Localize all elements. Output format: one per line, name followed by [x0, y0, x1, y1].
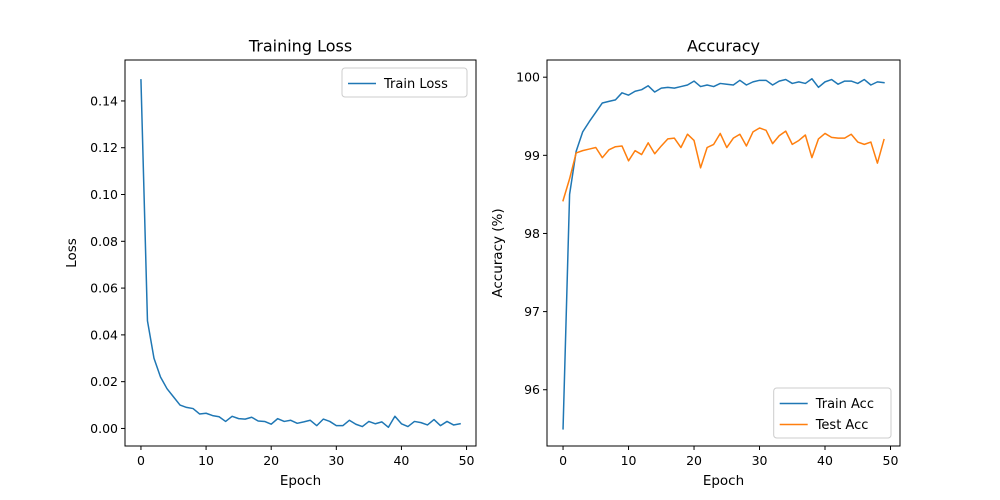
accuracy-chart-ylabel: Accuracy (%) — [490, 208, 506, 297]
accuracy-xtick-label-4: 40 — [817, 453, 833, 468]
accuracy-legend-box — [773, 387, 892, 439]
loss-xtick-label-3: 30 — [328, 453, 344, 468]
loss-chart-axes-frame — [124, 59, 477, 447]
loss-legend-label-train-loss: Train Loss — [383, 77, 448, 92]
accuracy-chart-title: Accuracy — [687, 37, 760, 56]
loss-ytick-label-0: 0.00 — [90, 421, 118, 436]
accuracy-ytick-label-3: 99 — [524, 148, 540, 163]
loss-xtick-label-0: 0 — [137, 453, 145, 468]
loss-xtick-label-5: 50 — [459, 453, 475, 468]
accuracy-ytick-label-2: 98 — [524, 226, 540, 241]
loss-ytick-label-1: 0.02 — [90, 374, 118, 389]
accuracy-ytick-label-0: 96 — [524, 382, 540, 397]
accuracy-legend-label-test-acc: Test Acc — [815, 418, 869, 433]
accuracy-series-test-acc-line — [562, 127, 885, 202]
loss-chart-ylabel: Loss — [64, 238, 80, 268]
accuracy-series-train-acc-line — [562, 78, 885, 430]
loss-ytick-label-6: 0.12 — [90, 140, 118, 155]
accuracy-xtick-label-2: 20 — [686, 453, 702, 468]
loss-ytick-label-4: 0.08 — [90, 234, 118, 249]
loss-ytick-label-3: 0.06 — [90, 281, 118, 296]
accuracy-xtick-label-0: 0 — [559, 453, 567, 468]
loss-ytick-label-2: 0.04 — [90, 327, 118, 342]
accuracy-chart-xlabel: Epoch — [703, 473, 744, 489]
accuracy-xtick-label-1: 10 — [621, 453, 637, 468]
accuracy-ytick-label-1: 97 — [524, 304, 540, 319]
loss-legend-box — [341, 67, 468, 98]
loss-ytick-label-5: 0.10 — [90, 187, 118, 202]
loss-xtick-label-2: 20 — [263, 453, 279, 468]
accuracy-xtick-label-3: 30 — [752, 453, 768, 468]
loss-ytick-label-7: 0.14 — [90, 93, 118, 108]
loss-xtick-label-1: 10 — [198, 453, 214, 468]
accuracy-chart: Accuracy Epoch Accuracy (%) 0 10 20 30 40 50 9… — [490, 37, 901, 489]
loss-xtick-label-4: 40 — [393, 453, 409, 468]
loss-chart-title: Training Loss — [248, 37, 352, 56]
loss-series-train-loss-line — [140, 79, 461, 429]
accuracy-xtick-label-5: 50 — [883, 453, 899, 468]
accuracy-chart-axes-frame — [546, 59, 901, 447]
loss-chart-xlabel: Epoch — [280, 473, 321, 489]
loss-chart: Training Loss Epoch Loss 0 10 20 30 40 50 0.00… — [64, 37, 477, 489]
accuracy-ytick-label-4: 100 — [516, 70, 540, 85]
accuracy-legend-label-train-acc: Train Acc — [815, 397, 874, 412]
